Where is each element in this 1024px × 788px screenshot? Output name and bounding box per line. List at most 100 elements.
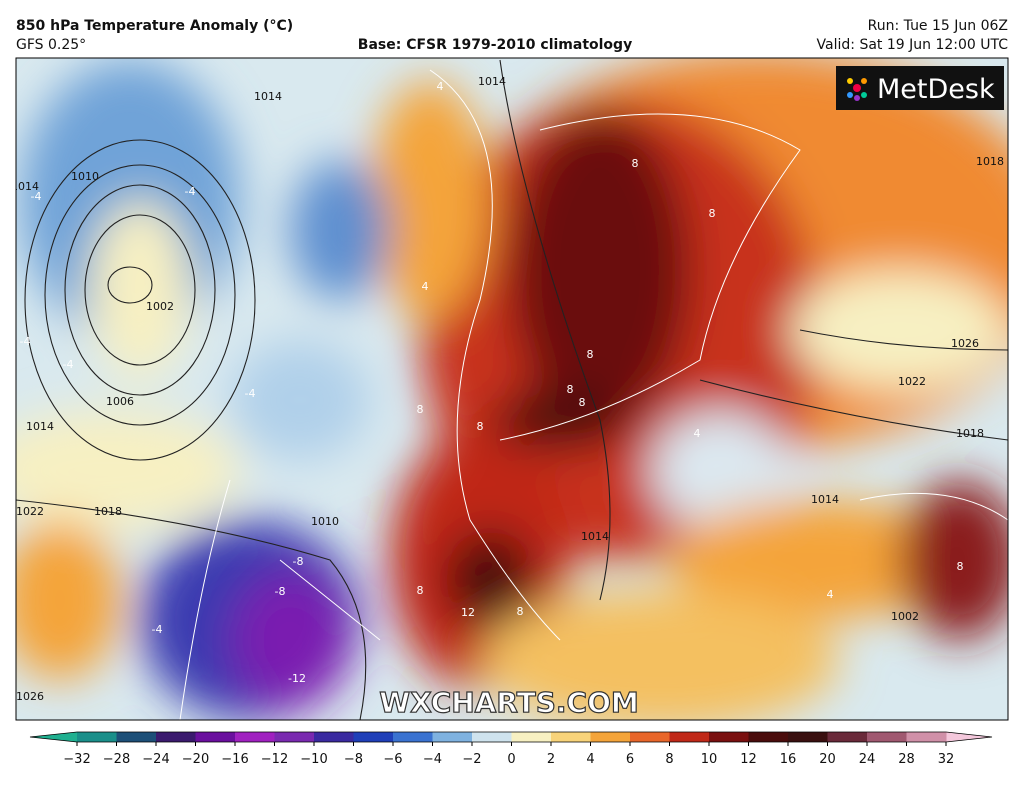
anomaly-label: 4 (694, 427, 701, 440)
anomaly-label: -8 (275, 585, 286, 598)
colorbar-high-arrow (946, 732, 992, 742)
isobar-label: 1014 (811, 493, 839, 506)
colorbar-segment (195, 732, 236, 742)
anomaly-label: -4 (20, 335, 31, 348)
colorbar-segment (669, 732, 710, 742)
anomaly-label: -4 (31, 190, 42, 203)
anomaly-label: -4 (152, 623, 163, 636)
colorbar-tick-label: −8 (344, 752, 363, 767)
colorbar-tick-label: −4 (423, 752, 442, 767)
watermark: WXCHARTS.COM (379, 686, 639, 719)
isobar-label: 1014 (581, 530, 609, 543)
colorbar-tick-label: −6 (383, 752, 402, 767)
run: Run: Tue 15 Jun 06Z (868, 18, 1008, 34)
isobar-label: 1010 (311, 515, 339, 528)
anomaly-label: -8 (293, 555, 304, 568)
anomaly-label: 8 (477, 420, 484, 433)
anomaly-label: 8 (417, 403, 424, 416)
isobar-label: 1026 (951, 337, 979, 350)
isobar-label: 1014 (26, 420, 54, 433)
colorbar-segment (77, 732, 117, 742)
anomaly-label: 4 (437, 80, 444, 93)
colorbar-tick-label: 16 (780, 752, 797, 767)
isobar-label: 1014 (478, 75, 506, 88)
anomaly-label: 4 (827, 588, 834, 601)
anomaly-label: 8 (567, 383, 574, 396)
colorbar-tick-label: −2 (462, 752, 481, 767)
colorbar-segment (472, 732, 512, 742)
colorbar-segment (709, 732, 749, 742)
isobar-label: 1026 (16, 690, 44, 703)
colorbar: −32 −28 −24 −20 −16 −12 −10 −8 −6 −4 −2 0 2 4 6 8 10 12 16… (29, 731, 993, 767)
colorbar-segment (235, 732, 275, 742)
colorbar-segment (393, 732, 433, 742)
isobar-label: 1018 (94, 505, 122, 518)
colorbar-tick-label: 8 (665, 752, 673, 767)
isobar-label: 1002 (891, 610, 919, 623)
anomaly-label: 8 (709, 207, 716, 220)
anomaly-label: 8 (417, 584, 424, 597)
anomaly-label: 12 (461, 606, 475, 619)
colorbar-segment (432, 732, 473, 742)
anomaly-label: 4 (422, 280, 429, 293)
map-frame (15, 57, 1009, 721)
colorbar-segment (511, 732, 552, 742)
colorbar-segment (827, 732, 868, 742)
colorbar-segment (156, 732, 196, 742)
anomaly-label: -12 (288, 672, 306, 685)
colorbar-tick-label: −28 (103, 752, 130, 767)
anomaly-label: -4 (185, 185, 196, 198)
isobar-label: 1002 (146, 300, 174, 313)
isobar-label: 1014 (254, 90, 282, 103)
colorbar-tick-label: −10 (300, 752, 327, 767)
colorbar-segment (630, 732, 670, 742)
colorbar-tick-label: 20 (819, 752, 836, 767)
anomaly-label: 8 (632, 157, 639, 170)
colorbar-segment (353, 732, 394, 742)
map-labels: 1014 1010 1014 1002 1006 1014 1018 1022 1026 1010… (11, 75, 1004, 703)
anomaly-label: -4 (245, 387, 256, 400)
model: GFS 0.25° (16, 37, 86, 53)
colorbar-tick-label: 6 (626, 752, 634, 767)
isobar-label: 1022 (16, 505, 44, 518)
colorbar-tick-label: −16 (221, 752, 248, 767)
anomaly-label: 8 (517, 605, 524, 618)
isobar-label: 1018 (976, 155, 1004, 168)
colorbar-tick-label: −12 (261, 752, 288, 767)
logo-text: MetDesk (877, 74, 995, 105)
colorbar-segment (116, 732, 157, 742)
isobar-label: 1022 (898, 375, 926, 388)
colorbar-segment (274, 732, 315, 742)
isobar-label: 1010 (71, 170, 99, 183)
base: Base: CFSR 1979-2010 climatology (358, 37, 632, 53)
anomaly-label: 8 (957, 560, 964, 573)
colorbar-tick-label: −20 (182, 752, 209, 767)
colorbar-tick-label: −32 (63, 752, 90, 767)
colorbar-segment (590, 732, 631, 742)
colorbar-tick-label: 32 (938, 752, 955, 767)
colorbar-tick-label: 2 (547, 752, 555, 767)
title: 850 hPa Temperature Anomaly (°C) (16, 18, 293, 34)
isobar-label: 1014 (11, 180, 39, 193)
colorbar-segment (788, 732, 828, 742)
isobar-label: 1006 (106, 395, 134, 408)
colorbar-tick-label: 4 (586, 752, 594, 767)
colorbar-low-arrow (30, 732, 77, 742)
anomaly-label: 8 (587, 348, 594, 361)
anomaly-label: -4 (63, 358, 74, 371)
colorbar-tick-label: 12 (740, 752, 757, 767)
valid: Valid: Sat 19 Jun 12:00 UTC (817, 37, 1009, 53)
colorbar-tick-label: 10 (701, 752, 718, 767)
colorbar-segment (748, 732, 789, 742)
colorbar-tick-label: 28 (898, 752, 915, 767)
colorbar-segment (551, 732, 591, 742)
logo-box (836, 66, 1004, 110)
colorbar-segment (906, 732, 947, 742)
logo-icon (847, 78, 867, 101)
colorbar-segment (867, 732, 907, 742)
colorbar-tick-label: 24 (859, 752, 876, 767)
colorbar-tick-label: 0 (507, 752, 515, 767)
anomaly-label: 8 (579, 396, 586, 409)
colorbar-segment (314, 732, 354, 742)
